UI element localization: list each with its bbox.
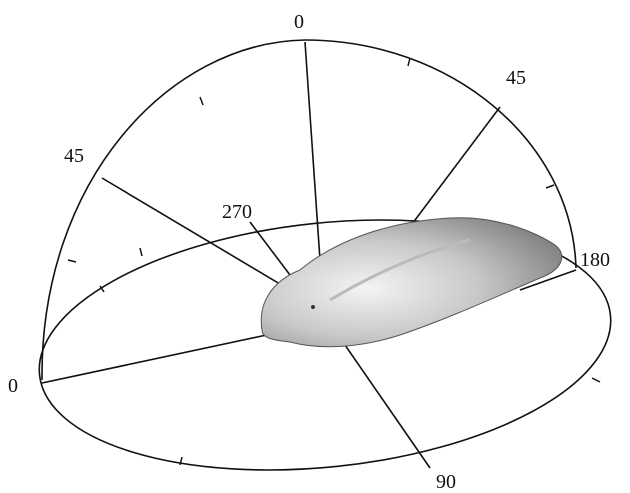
lobe-spot (311, 305, 315, 309)
label: 90 (436, 471, 456, 493)
page: 0 45 45 270 180 0 90 (() => { const data… (0, 0, 630, 493)
label: 45 (506, 67, 526, 89)
label: 0 (8, 375, 18, 397)
diagram: 0 45 45 270 180 0 90 (0, 0, 630, 493)
label: 180 (580, 249, 610, 271)
label: 45 (64, 145, 84, 167)
radiation-lobe (261, 218, 562, 347)
label: 270 (222, 201, 252, 223)
label: 0 (294, 11, 304, 33)
